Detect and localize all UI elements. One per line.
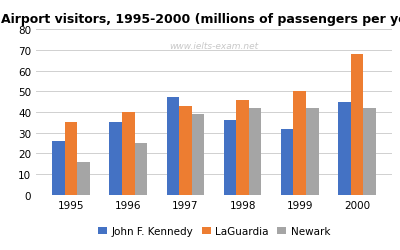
Bar <box>249 108 262 195</box>
Bar <box>224 121 236 195</box>
Bar <box>122 112 134 195</box>
Bar <box>363 108 376 195</box>
Bar <box>166 98 179 195</box>
Text: www.ielts-exam.net: www.ielts-exam.net <box>170 42 258 50</box>
Bar <box>52 141 65 195</box>
Bar <box>351 55 363 195</box>
Bar <box>179 106 192 195</box>
Bar <box>281 129 294 195</box>
Legend: John F. Kennedy, LaGuardia, Newark: John F. Kennedy, LaGuardia, Newark <box>98 226 330 236</box>
Bar <box>338 102 351 195</box>
Bar <box>65 123 77 195</box>
Bar <box>77 162 90 195</box>
Bar <box>236 100 249 195</box>
Bar <box>109 123 122 195</box>
Bar <box>294 92 306 195</box>
Bar <box>192 114 204 195</box>
Title: Airport visitors, 1995-2000 (millions of passengers per year): Airport visitors, 1995-2000 (millions of… <box>1 13 400 26</box>
Bar <box>306 108 319 195</box>
Bar <box>134 144 147 195</box>
